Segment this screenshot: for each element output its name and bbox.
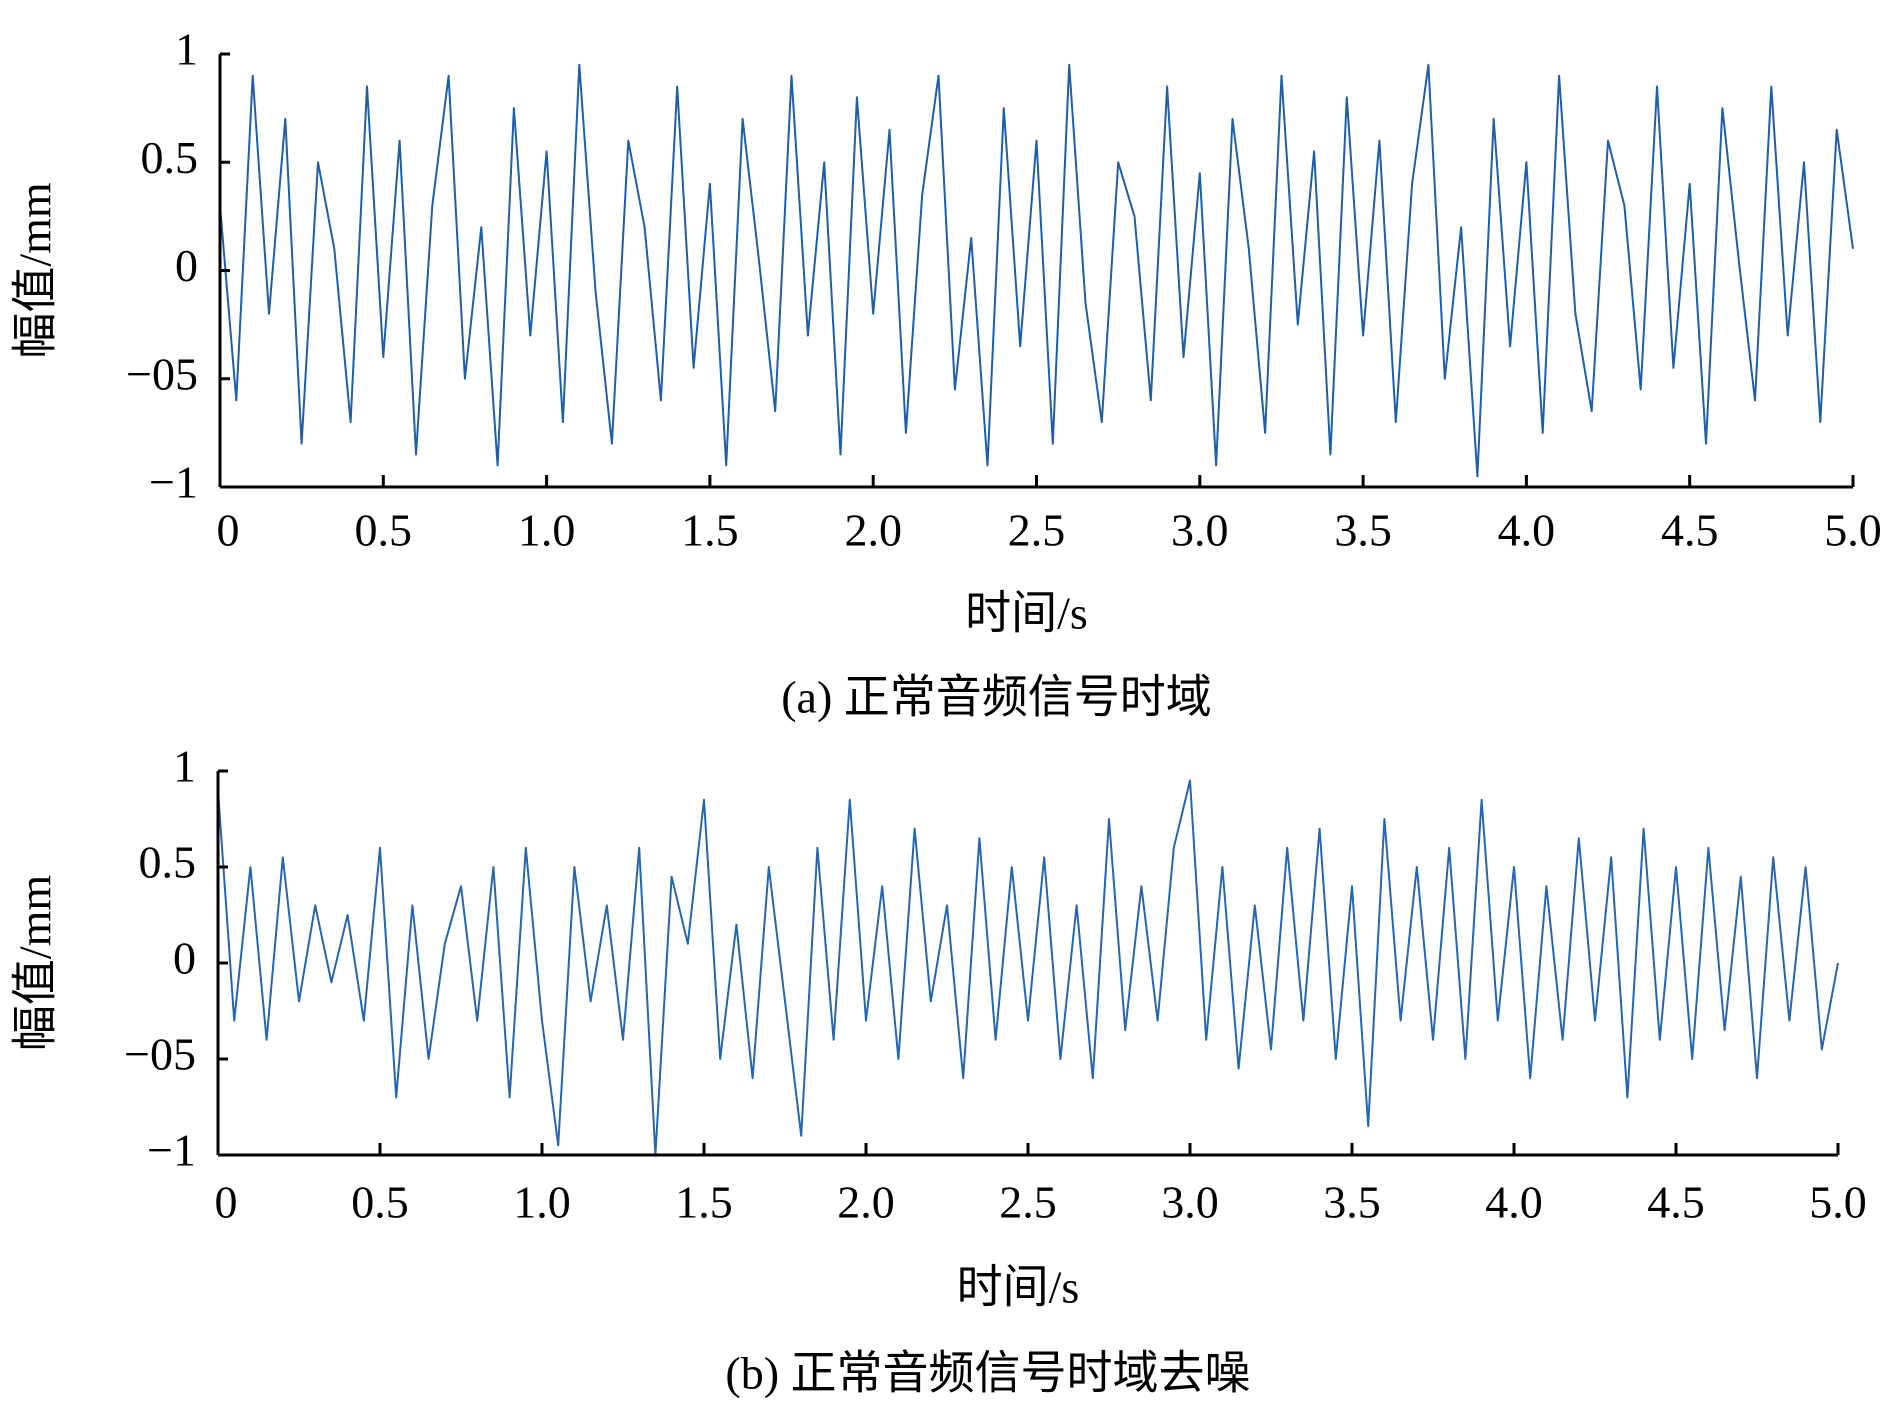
x-tick-label: 5.0	[1824, 505, 1882, 556]
x-tick-label: 1.5	[681, 505, 739, 556]
y-tick-label: −1	[149, 457, 198, 508]
x-tick-label: 2.5	[1008, 505, 1066, 556]
x-tick-label: 0	[217, 505, 240, 556]
y-axis-label: 幅值/mm	[10, 182, 61, 359]
y-tick-label: −05	[124, 1029, 196, 1080]
x-tick-label: 2.0	[844, 505, 902, 556]
x-tick-label: 3.0	[1171, 505, 1229, 556]
y-tick-label: −1	[147, 1125, 196, 1176]
caption: (b) 正常音频信号时域去噪	[725, 1348, 1250, 1399]
x-tick-label: 4.5	[1647, 1177, 1705, 1228]
x-tick-label: 1.0	[513, 1177, 571, 1228]
y-tick-label: 1	[175, 24, 198, 75]
signal-line	[219, 63, 1854, 478]
y-tick-label: 0.5	[141, 132, 199, 183]
y-tick-label: 0	[175, 240, 198, 291]
x-tick-label: 0	[215, 1177, 238, 1228]
x-tick-label: 3.5	[1323, 1177, 1381, 1228]
x-tick-label: 4.0	[1485, 1177, 1543, 1228]
x-axis-label: 时间/s	[957, 1262, 1080, 1313]
x-tick-label: 4.0	[1498, 505, 1556, 556]
caption: (a) 正常音频信号时域	[781, 672, 1212, 723]
y-tick-label: 1	[173, 741, 196, 792]
y-tick-label: −05	[126, 348, 198, 399]
y-tick-label: 0.5	[139, 837, 197, 888]
x-tick-label: 4.5	[1661, 505, 1719, 556]
x-tick-label: 0.5	[351, 1177, 409, 1228]
x-tick-label: 3.5	[1334, 505, 1392, 556]
x-axis-label: 时间/s	[965, 588, 1088, 639]
x-tick-label: 2.0	[837, 1177, 895, 1228]
x-tick-label: 1.5	[675, 1177, 733, 1228]
x-tick-label: 0.5	[355, 505, 413, 556]
signal-line	[217, 779, 1839, 1156]
x-tick-label: 1.0	[518, 505, 576, 556]
x-tick-label: 3.0	[1161, 1177, 1219, 1228]
y-axis-label: 幅值/mm	[10, 875, 61, 1052]
x-tick-label: 5.0	[1809, 1177, 1867, 1228]
y-tick-label: 0	[173, 933, 196, 984]
x-tick-label: 2.5	[999, 1177, 1057, 1228]
